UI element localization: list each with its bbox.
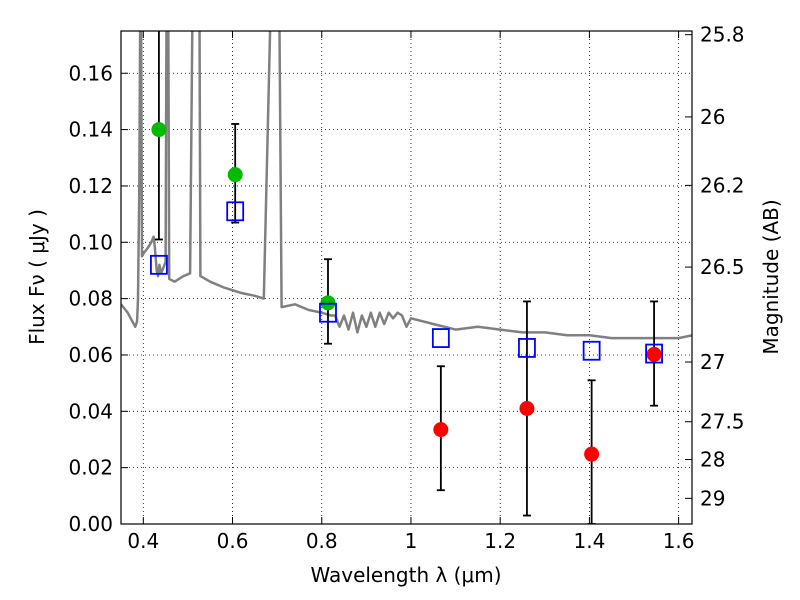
y-tick-label: 0.06 xyxy=(68,343,113,367)
grid xyxy=(121,31,692,525)
y-tick-label: 0.12 xyxy=(68,174,113,198)
red-data-point xyxy=(433,422,449,438)
y-tick-label: 0.00 xyxy=(68,512,113,536)
y-tick-label: 0.08 xyxy=(68,287,113,311)
model-square-marker xyxy=(518,338,536,358)
y-tick-label: 0.16 xyxy=(68,61,113,85)
y-axis-label-text: Flux Fν ( μJy ) xyxy=(25,209,49,345)
y-tick-label: 0.14 xyxy=(68,118,113,142)
axis-ticks xyxy=(121,31,692,525)
mag-tick-label: 26.5 xyxy=(700,255,745,279)
mag-tick-label: 26 xyxy=(700,105,725,129)
template-spectrum xyxy=(121,31,692,340)
model-square-marker xyxy=(226,201,245,222)
green-data-point xyxy=(151,122,167,138)
x-tick-label: 0.6 xyxy=(217,529,249,553)
model-square-marker xyxy=(645,343,663,364)
model-square-marker xyxy=(582,340,601,361)
x-tick-label: 0.4 xyxy=(127,529,159,553)
error-bars xyxy=(154,31,659,524)
x-axis-label: Wavelength λ (μm) xyxy=(310,563,501,587)
template-spectrum-line xyxy=(121,31,692,340)
model-square-marker xyxy=(431,328,450,348)
mag-tick-label: 25.8 xyxy=(700,23,745,47)
x-axis-label-text: Wavelength λ (μm) xyxy=(310,563,501,587)
red-data-point xyxy=(646,346,662,362)
mag-tick-label: 27.5 xyxy=(700,410,745,434)
red-data-point xyxy=(584,446,600,462)
x-tick-label: 1.2 xyxy=(484,529,516,553)
green-data-point xyxy=(227,167,243,183)
model-square-marker xyxy=(319,302,337,323)
x-tick-label: 0.8 xyxy=(306,529,338,553)
mag-tick-label: 27 xyxy=(700,350,725,374)
model-square-marker xyxy=(150,254,168,275)
y-tick-label: 0.04 xyxy=(68,399,113,423)
y-tick-label: 0.02 xyxy=(68,456,113,480)
mag-tick-label: 26.2 xyxy=(700,173,745,197)
y-right-axis-label-text: Magnitude (AB) xyxy=(759,199,783,354)
x-tick-label: 1.6 xyxy=(663,529,695,553)
y-tick-label: 0.10 xyxy=(68,230,113,254)
axis-labels: 0.4 0.6 0.8 1 1.2 1.4 1.6 0.00 0.02 0.04 0.06 0.08 0… xyxy=(68,23,744,553)
x-tick-label: 1.4 xyxy=(573,529,605,553)
x-tick-label: 1 xyxy=(405,529,418,553)
y-right-axis-label: Magnitude (AB) xyxy=(759,199,783,354)
mag-tick-label: 29 xyxy=(700,486,725,510)
data-markers xyxy=(150,122,663,462)
mag-tick-label: 28 xyxy=(700,447,725,471)
plot-frame xyxy=(120,30,693,525)
red-data-point xyxy=(519,400,535,416)
y-axis-label: Flux Fν ( μJy ) xyxy=(25,209,49,345)
